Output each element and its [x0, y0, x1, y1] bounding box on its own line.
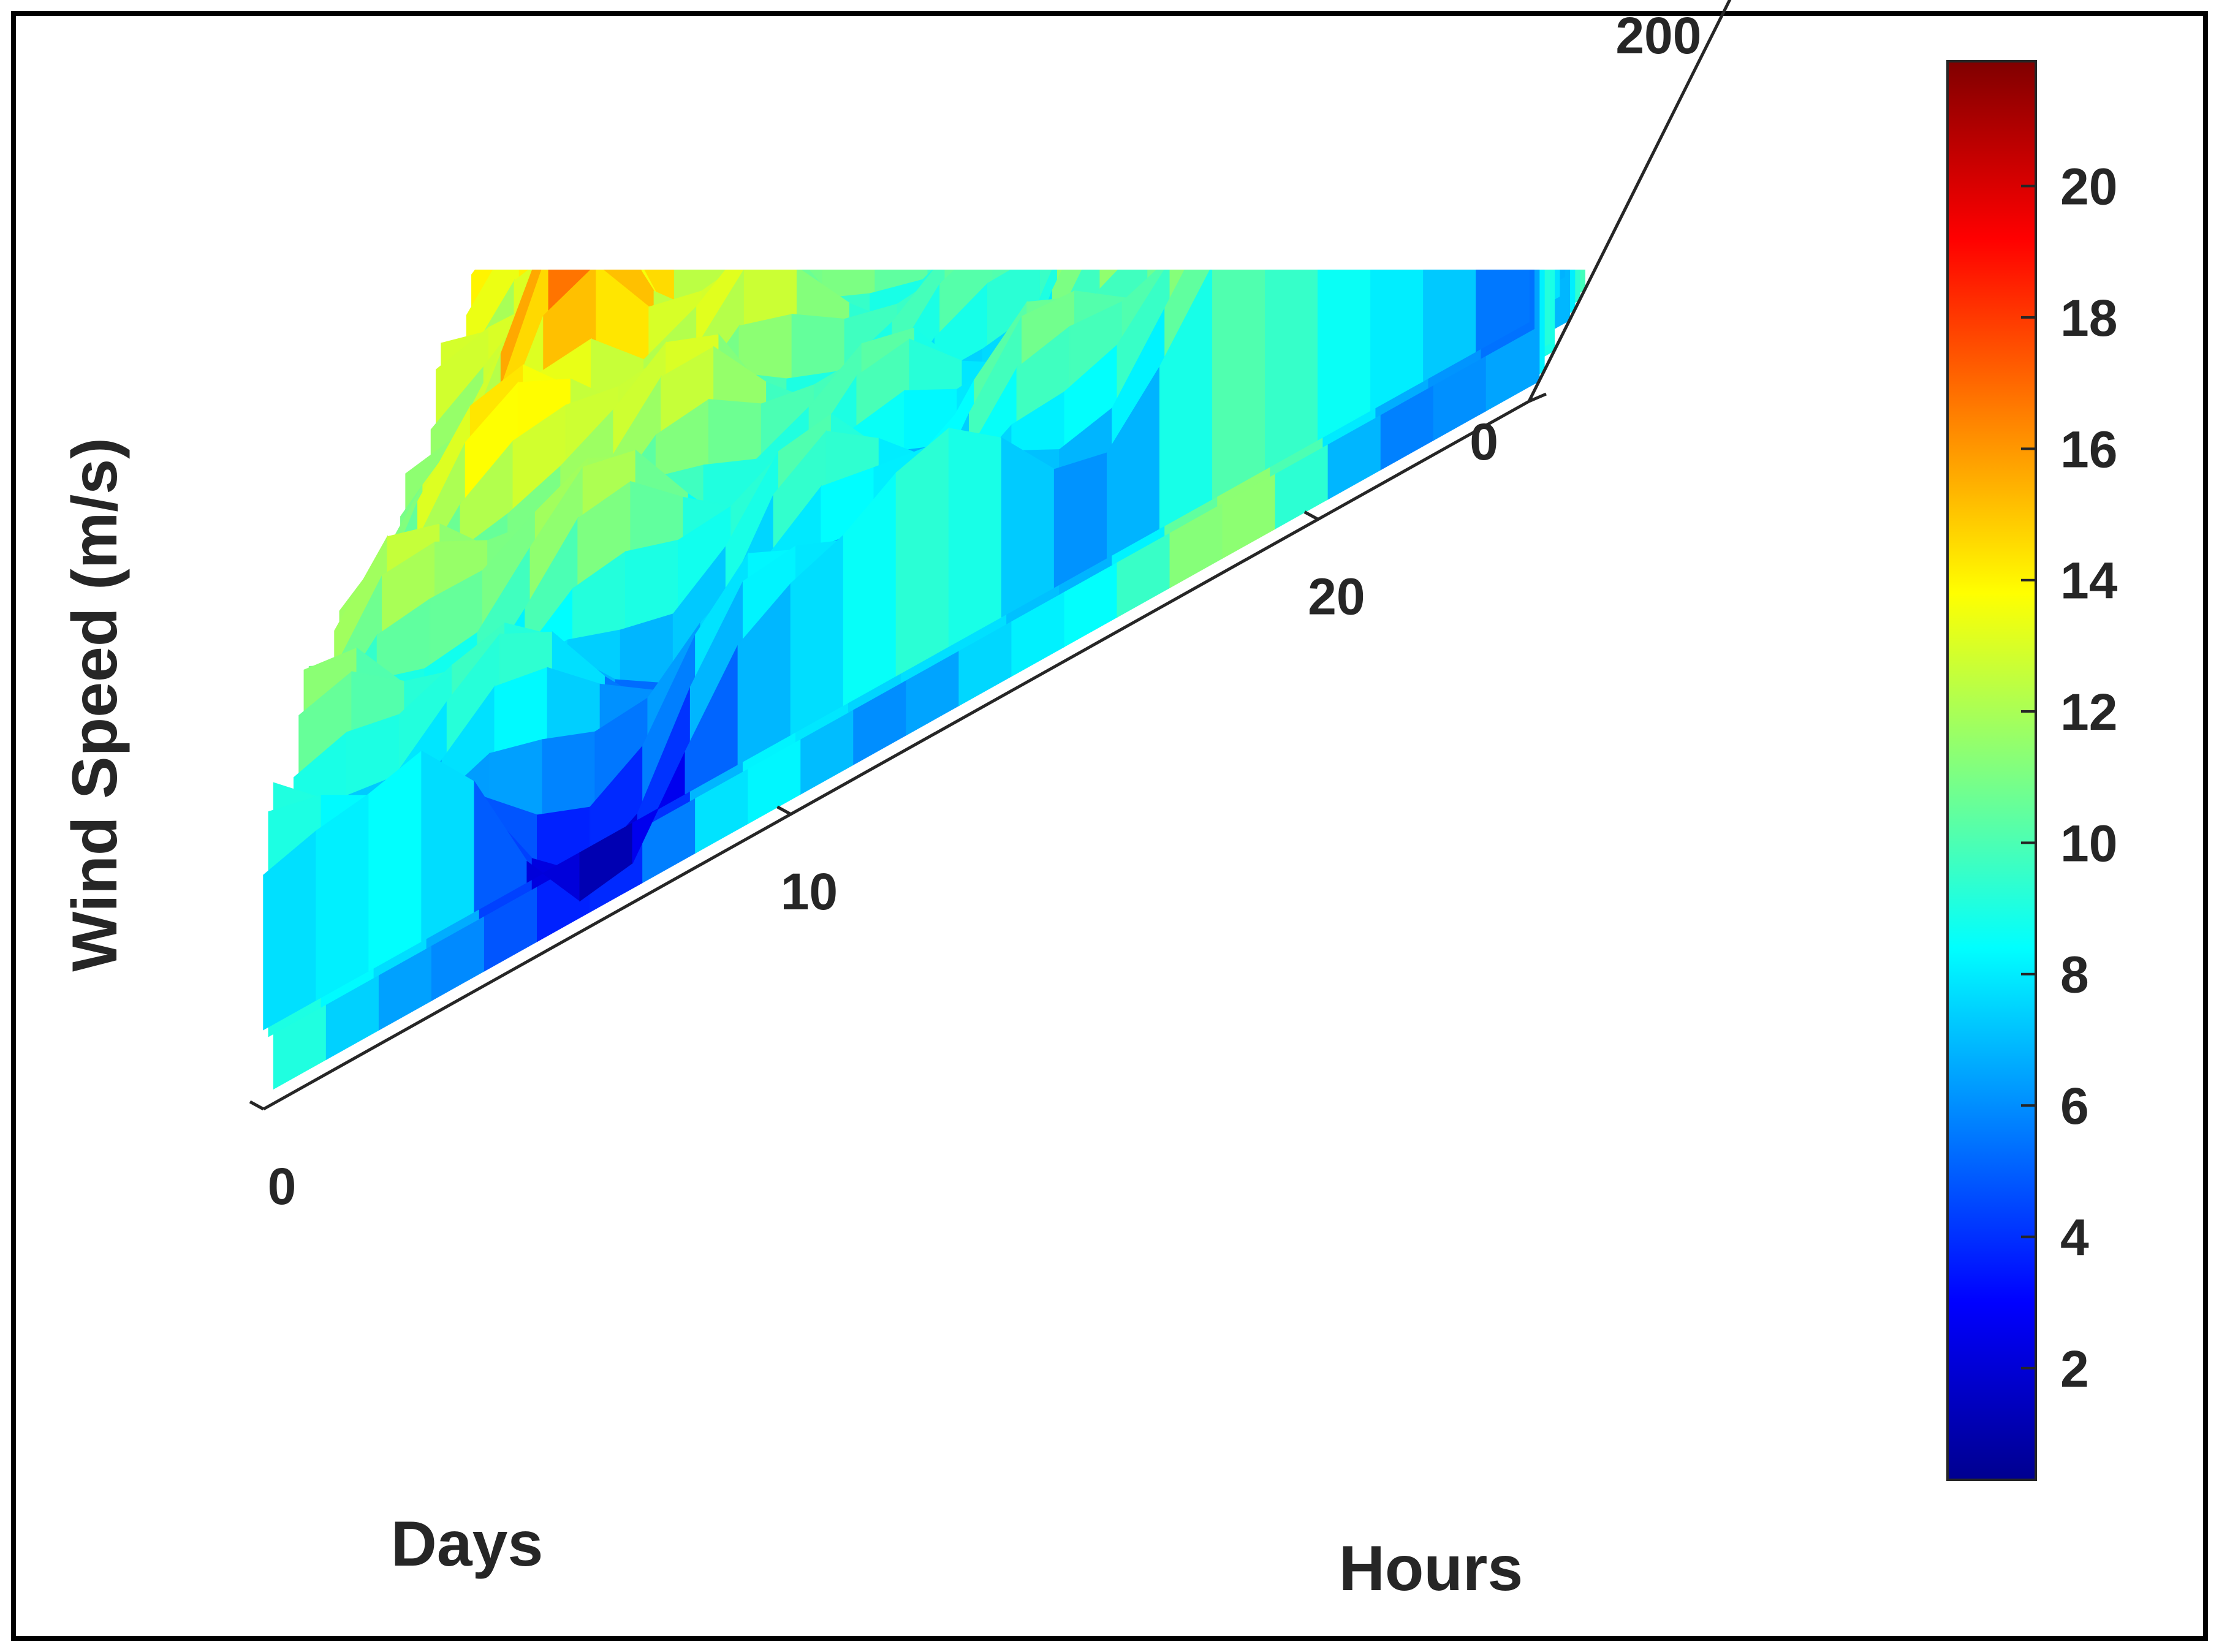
tick-labels: 0510152025010200200400 — [268, 7, 1702, 1215]
surface-facet — [1003, 0, 1056, 12]
colorbar-tick-label: 20 — [2060, 158, 2117, 216]
surface-facet — [1423, 270, 1477, 382]
surface-facet — [1458, 0, 1511, 9]
y-tick-mark — [1528, 392, 1547, 403]
colorbar-tick-label: 12 — [2060, 683, 2117, 741]
x-tick-label: 20 — [1308, 568, 1365, 626]
colorbar-tick-label: 8 — [2060, 946, 2089, 1004]
colorbar-tick-label: 6 — [2060, 1077, 2089, 1135]
surface-facet — [1199, 0, 1252, 6]
y-tick-label: 0 — [1470, 413, 1498, 471]
colorbar — [1946, 60, 2037, 1481]
surface-facet — [927, 0, 980, 8]
x-axis-label: Hours — [1339, 1533, 1523, 1604]
x-tick-mark — [249, 1100, 265, 1111]
surface-facet — [1072, 0, 1125, 2]
z-axis-label: Wind Speed (m/s) — [59, 438, 131, 972]
colorbar-tick-label: 16 — [2060, 420, 2117, 478]
surface-facet — [1299, 0, 1352, 5]
surface-ridge — [263, 270, 1530, 1031]
surface-facet — [948, 428, 1003, 647]
colorbar-ticks: 2 4 6 8 10 12 14 16 18 20 — [2021, 158, 2118, 1398]
colorbar-tick-label: 4 — [2060, 1208, 2089, 1266]
colorbar-tick-label: 2 — [2060, 1340, 2089, 1398]
y-axis-label: Days — [391, 1509, 544, 1580]
surface-facet — [1370, 270, 1424, 411]
surface-facet — [316, 793, 370, 1001]
x-tick-mark — [1303, 510, 1319, 521]
surface-facet — [1212, 270, 1266, 500]
surface-facet — [1159, 270, 1213, 529]
axes — [249, 0, 1732, 1111]
x-tick-mark — [776, 805, 792, 816]
surface-facet — [1538, 0, 1591, 6]
colorbar-tick-label: 10 — [2060, 814, 2117, 872]
colorbar-tick-label: 18 — [2060, 289, 2117, 347]
surface-facet — [1257, 0, 1310, 3]
surface-facet — [1265, 270, 1319, 471]
surface-facet — [1204, 0, 1257, 6]
surface-facet — [1318, 270, 1371, 441]
surface-plot — [263, 0, 1591, 1090]
x-tick-label: 0 — [268, 1158, 297, 1215]
surface-facet — [421, 750, 475, 942]
surface-facet — [1001, 437, 1055, 618]
y-tick-label: 200 — [1615, 7, 1701, 64]
x-tick-label: 10 — [781, 863, 838, 920]
colorbar-tick-label: 14 — [2060, 552, 2118, 610]
surface-facet — [1476, 270, 1530, 352]
days-axis-line — [1527, 0, 1732, 403]
